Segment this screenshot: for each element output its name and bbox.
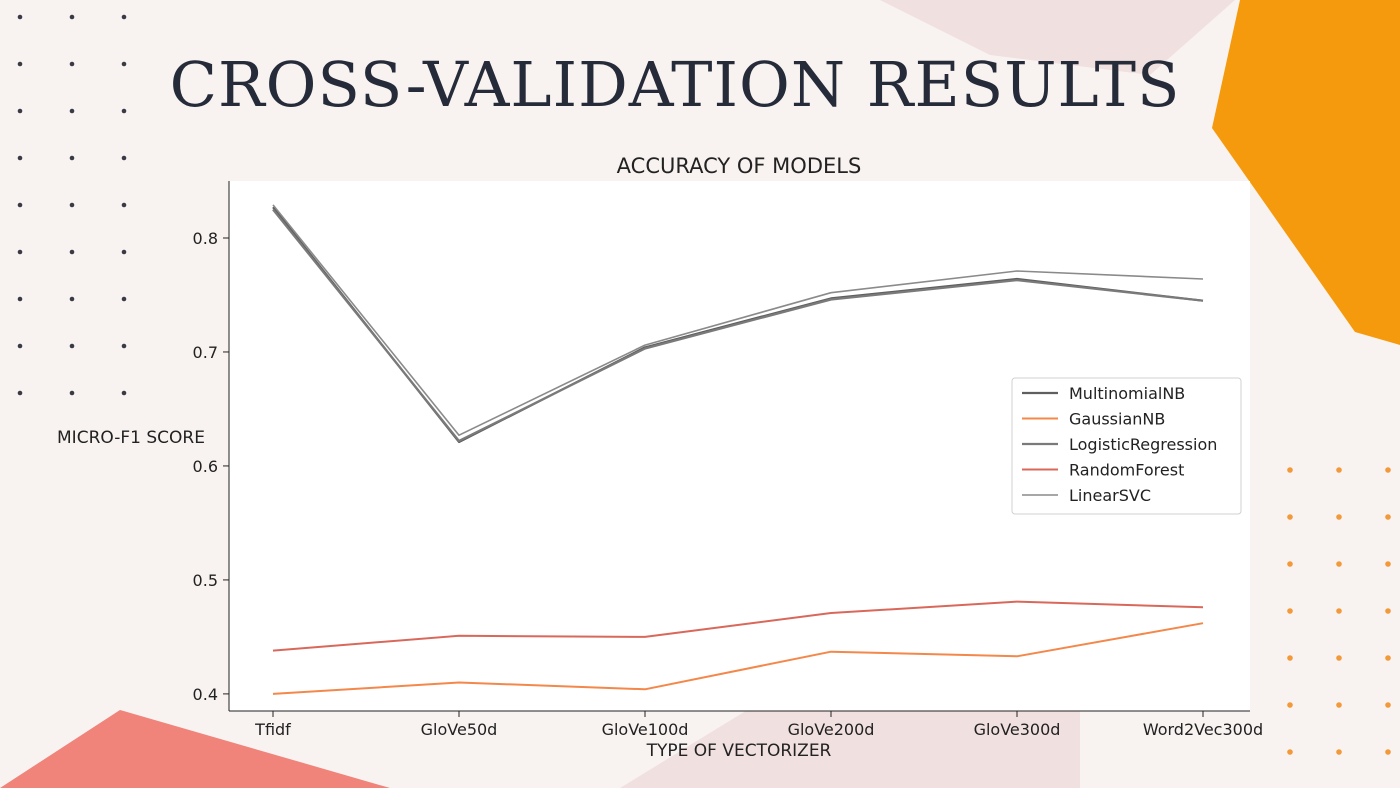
decor-dot [1336,561,1342,567]
x-tick-label: GloVe300d [974,720,1061,739]
y-tick-label: 0.4 [193,685,218,704]
decor-dot [17,343,23,349]
legend-label: LinearSVC [1069,486,1151,505]
decor-dot [121,155,127,161]
y-ticks: 0.4 0.5 0.6 0.7 0.8 [193,229,229,704]
series-line-randomforest [272,600,1204,652]
x-tick-label: Word2Vec300d [1143,720,1263,739]
decor-dot [1385,467,1391,473]
decor-dot [1336,514,1342,520]
decor-dot [17,390,23,396]
decor-dot [1385,749,1391,755]
y-tick-label: 0.8 [193,229,218,248]
legend-items: MultinomialNB GaussianNB LogisticRegressio… [1022,384,1217,505]
dot-grid-left [17,14,127,396]
series-lines [272,204,1204,695]
x-tick-label: Tfidf [254,720,291,739]
decor-dot [69,14,75,20]
decor-dot [69,296,75,302]
pale-pink-blob-bottom [620,690,1080,788]
series-line-linearsvc [272,204,1204,437]
decor-dot [1385,702,1391,708]
decor-dot [121,108,127,114]
decor-dot [69,155,75,161]
decor-dot [1385,608,1391,614]
decor-dot [1287,467,1293,473]
decor-dot [121,390,127,396]
legend-label: RandomForest [1069,461,1184,480]
legend-box [1011,377,1242,515]
coral-accent-shape [0,710,390,788]
decor-dot [1336,702,1342,708]
decor-dot [17,155,23,161]
legend-label: GaussianNB [1069,410,1165,429]
decor-dot [1385,514,1391,520]
series-line-gaussiannb [272,622,1204,695]
legend-label: MultinomialNB [1069,384,1185,403]
chart-title: ACCURACY OF MODELS [617,154,862,178]
decor-dot [17,296,23,302]
legend: MultinomialNB GaussianNB LogisticRegressio… [1011,377,1242,515]
decor-dot [69,249,75,255]
x-tick-label: GloVe200d [788,720,875,739]
decor-dot [121,296,127,302]
decor-dot [1336,655,1342,661]
y-tick-label: 0.7 [193,343,218,362]
orange-accent-shape [1212,0,1400,345]
decor-dot [121,249,127,255]
decor-dot [17,108,23,114]
pale-pink-blob-top [880,0,1235,75]
decor-dot [1385,655,1391,661]
decor-dot [69,61,75,67]
x-tick-label: GloVe100d [602,720,689,739]
decor-dot [17,249,23,255]
decor-dot [121,61,127,67]
decor-dot [1287,749,1293,755]
decor-dot [69,343,75,349]
decor-dot [1287,608,1293,614]
y-tick-label: 0.5 [193,571,218,590]
decor-dot [121,14,127,20]
decor-dot [1287,561,1293,567]
decor-dot [17,14,23,20]
decor-dot [121,343,127,349]
decor-dot [1336,467,1342,473]
decor-dot [1385,561,1391,567]
x-ticks: Tfidf GloVe50d GloVe100d GloVe200d GloVe300d… [254,711,1263,739]
x-tick-label: GloVe50d [421,720,498,739]
y-axis-label: MICRO-F1 SCORE [57,428,205,448]
x-axis-label: TYPE OF VECTORIZER [646,741,832,761]
decor-dot [17,61,23,67]
decor-dot [1287,702,1293,708]
decor-dot [1336,749,1342,755]
decor-dot [1287,514,1293,520]
legend-label: LogisticRegression [1069,435,1217,454]
dot-grid-right [1287,467,1391,755]
decor-dot [69,202,75,208]
decor-dot [1287,655,1293,661]
decor-dot [17,202,23,208]
decor-dot [69,108,75,114]
decor-dot [121,202,127,208]
decor-dot [69,390,75,396]
y-tick-label: 0.6 [193,457,218,476]
slide-title: CROSS-VALIDATION RESULTS [169,48,1181,121]
series-line-logisticregression [272,208,1204,442]
decor-dot [1336,608,1342,614]
